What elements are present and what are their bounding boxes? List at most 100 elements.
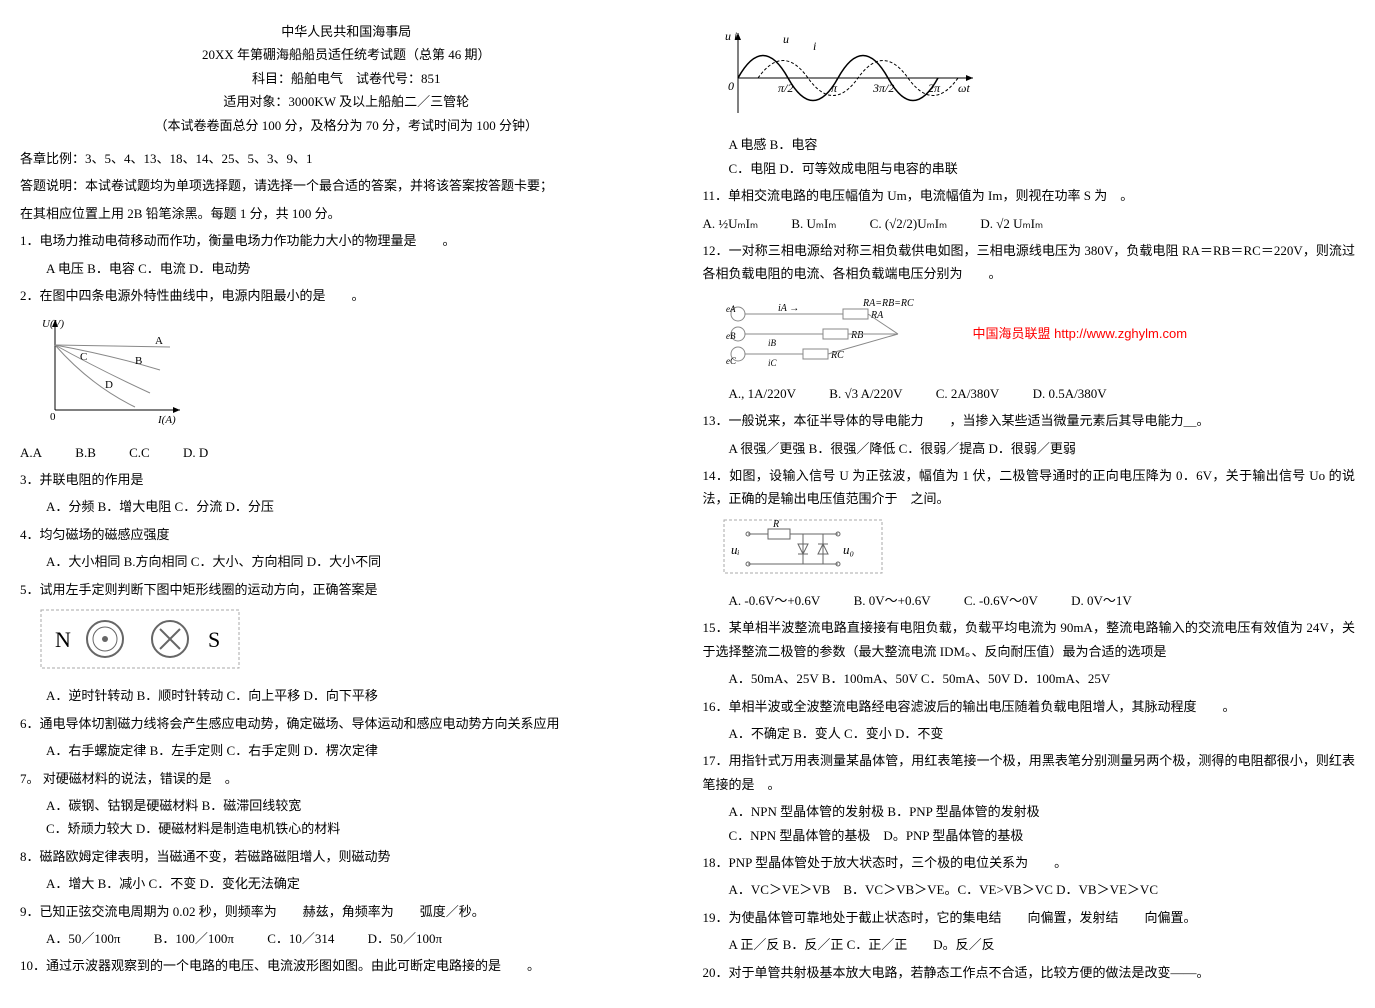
- left-column: 中华人民共和国海事局 20XX 年第硼海船船员适任统考试题（总第 46 期） 科…: [20, 20, 673, 988]
- q3-opts: A．分频 B．增大电阻 C．分流 D．分压: [20, 495, 673, 518]
- q2-opt-d: D. D: [183, 445, 208, 460]
- q17-opts-a: A．NPN 型晶体管的发射极 B．PNP 型晶体管的发射极: [703, 800, 1356, 823]
- q12-graph: eA eB eC iA → iB iC RA RB RC RA=RB=RC: [723, 294, 1356, 374]
- q9-opt-b: B．100／100π: [154, 931, 234, 946]
- svg-text:π/2: π/2: [778, 81, 793, 95]
- q8-text: 8．磁路欧姆定律表明，当磁通不变，若磁路磁阻增人，则磁动势: [20, 845, 673, 868]
- svg-text:iA →: iA →: [778, 303, 799, 314]
- q7-text: 7。 对硬磁材料的说法，错误的是 。: [20, 767, 673, 790]
- q1-text: 1．电场力推动电荷移动而作功，衡量电场力作功能力大小的物理量是 。: [20, 229, 673, 252]
- svg-text:π: π: [831, 81, 838, 95]
- q6-text: 6．通电导体切割磁力线将会产生感应电动势，确定磁场、导体运动和感应电动势方向关系…: [20, 712, 673, 735]
- q9-opt-d: D．50／100π: [368, 931, 442, 946]
- q2-opt-a: A.A: [20, 445, 42, 460]
- q10-graph: u i u i 0 π/2 π 3π/2 2π ωt: [723, 28, 1356, 125]
- header-line-1: 中华人民共和国海事局: [20, 20, 673, 43]
- q10-opts-a: A 电感 B．电容: [703, 133, 1356, 156]
- q14-graph: uᵢ R u₀: [723, 519, 1356, 581]
- svg-text:S: S: [208, 627, 220, 652]
- q17-opts-b: C．NPN 型晶体管的基极 D。PNP 型晶体管的基极: [703, 824, 1356, 847]
- q9-opt-c: C．10／314: [267, 931, 334, 946]
- header-line-4: 适用对象：3000KW 及以上船舶二／三管轮: [20, 90, 673, 113]
- svg-text:eC: eC: [726, 356, 737, 366]
- q9-opts: A．50／100π B．100／100π C．10／314 D．50／100π: [20, 927, 673, 950]
- q5-text: 5．试用左手定则判断下图中矩形线圈的运动方向，正确答案是: [20, 578, 673, 601]
- q7-opts-b: C．矫顽力较大 D．硬磁材料是制造电机铁心的材料: [20, 817, 673, 840]
- q14-opt-b: B. 0V～+0.6V: [854, 593, 931, 608]
- q2-opt-b: B.B: [75, 445, 96, 460]
- svg-text:uᵢ: uᵢ: [731, 542, 740, 557]
- header-line-5: （本试卷卷面总分 100 分，及格分为 70 分，考试时间为 100 分钟）: [20, 114, 673, 137]
- q12-opt-a: A., 1A/220V: [729, 386, 797, 401]
- q14-text: 14．如图，设输入信号 U 为正弦波，幅值为 1 伏，二极管导通时的正向电压降为…: [703, 464, 1356, 511]
- q19-text: 19．为使晶体管可靠地处于截止状态时，它的集电结 向偏置，发射结 向偏置。: [703, 906, 1356, 929]
- svg-text:I(A): I(A): [157, 414, 176, 425]
- q11-opt-b: B. UₘIₘ: [791, 216, 836, 231]
- q1-opts: A 电压 B．电容 C．电流 D．电动势: [20, 257, 673, 280]
- q4-text: 4．均匀磁场的磁感应强度: [20, 523, 673, 546]
- svg-text:u i: u i: [725, 29, 737, 43]
- q7-opts-a: A．碳钢、钴钢是硬磁材料 B．磁滞回线较宽: [20, 794, 673, 817]
- q11-opt-a: A. ½UₘIₘ: [703, 216, 759, 231]
- q10-text: 10．通过示波器观察到的一个电路的电压、电流波形图如图。由此可断定电路接的是 。: [20, 954, 673, 977]
- q2-text: 2．在图中四条电源外特性曲线中，电源内阻最小的是 。: [20, 284, 673, 307]
- q5-opts: A．逆时针转动 B．顺时针转动 C．向上平移 D．向下平移: [20, 684, 673, 707]
- header-line-2: 20XX 年第硼海船船员适任统考试题（总第 46 期）: [20, 43, 673, 66]
- q3-text: 3．并联电阻的作用是: [20, 468, 673, 491]
- q13-opts: A 很强／更强 B．很强／降低 C．很弱／提高 D．很弱／更弱: [703, 437, 1356, 460]
- q15-text: 15．某单相半波整流电路直接接有电阻负载，负载平均电流为 90mA，整流电路输入…: [703, 616, 1356, 663]
- svg-text:C: C: [80, 351, 87, 363]
- q8-opts: A．增大 B．减小 C．不变 D．变化无法确定: [20, 872, 673, 895]
- svg-text:0: 0: [728, 79, 734, 93]
- svg-text:RB: RB: [850, 330, 863, 341]
- header-line-3: 科目：船舶电气 试卷代号：851: [20, 67, 673, 90]
- q6-opts: A．右手螺旋定律 B．左手定则 C．右手定则 D．楞次定律: [20, 739, 673, 762]
- q16-opts: A．不确定 B．变人 C．变小 D．不变: [703, 722, 1356, 745]
- svg-text:iB: iB: [768, 338, 777, 348]
- red-watermark-link: 中国海员联盟 http://www.zghylm.com: [973, 322, 1188, 345]
- q20-text: 20．对于单管共射极基本放大电路，若静态工作点不合适，比较方便的做法是改变——。: [703, 961, 1356, 984]
- svg-text:U(V): U(V): [42, 318, 64, 330]
- q12-opt-b: B. √3 A/220V: [829, 386, 902, 401]
- right-column: u i u i 0 π/2 π 3π/2 2π ωt A 电感 B．电容 C．电…: [703, 20, 1356, 988]
- svg-text:R: R: [772, 519, 779, 530]
- exam-header: 中华人民共和国海事局 20XX 年第硼海船船员适任统考试题（总第 46 期） 科…: [20, 20, 673, 137]
- chapter-ratio: 各章比例：3、5、4、13、18、14、25、5、3、9、1: [20, 147, 673, 170]
- q18-opts: A．VC＞VE＞VB B．VC＞VB＞VE。C．VE>VB＞VC D．VB＞VE…: [703, 878, 1356, 901]
- svg-text:RA=RB=RC: RA=RB=RC: [862, 298, 914, 309]
- q15-opts: A．50mA、25V B．100mA、50V C．50mA、50V D．100m…: [703, 667, 1356, 690]
- q14-opt-a: A. -0.6V～+0.6V: [729, 593, 821, 608]
- svg-text:A: A: [155, 335, 163, 347]
- q11-opt-c: C. (√2/2)UₘIₘ: [870, 216, 948, 231]
- q11-opts: A. ½UₘIₘ B. UₘIₘ C. (√2/2)UₘIₘ D. √2 UₘI…: [703, 212, 1356, 235]
- q4-opts: A．大小相同 B.方向相同 C．大小、方向相同 D．大小不同: [20, 550, 673, 573]
- q11-opt-d: D. √2 UₘIₘ: [980, 216, 1043, 231]
- svg-text:0: 0: [50, 411, 56, 423]
- svg-text:2π: 2π: [928, 81, 941, 95]
- q9-text: 9．已知正弦交流电周期为 0.02 秒，则频率为 赫兹，角频率为 弧度／秒。: [20, 900, 673, 923]
- answer-note-2: 在其相应位置上用 2B 铅笔涂黑。每题 1 分，共 100 分。: [20, 202, 673, 225]
- svg-text:N: N: [55, 627, 71, 652]
- q17-text: 17．用指针式万用表测量某晶体管，用红表笔接一个极，用黑表笔分别测量另两个极，测…: [703, 749, 1356, 796]
- svg-text:i: i: [813, 39, 816, 53]
- svg-text:D: D: [105, 379, 113, 391]
- q14-opt-d: D. 0V～1V: [1071, 593, 1132, 608]
- answer-note-1: 答题说明：本试卷试题均为单项选择题，请选择一个最合适的答案，并将该答案按答题卡要…: [20, 174, 673, 197]
- svg-text:eB: eB: [726, 331, 736, 341]
- q11-text: 11．单相交流电路的电压幅值为 Um，电流幅值为 Im，则视在功率 S 为 。: [703, 184, 1356, 207]
- svg-text:u₀: u₀: [843, 542, 854, 557]
- q5-graph: N S: [40, 609, 673, 676]
- svg-text:u: u: [783, 32, 789, 46]
- svg-text:B: B: [135, 355, 142, 367]
- svg-text:ωt: ωt: [958, 81, 970, 95]
- q12-text: 12．一对称三相电源给对称三相负载供电如图，三相电源线电压为 380V，负载电阻…: [703, 239, 1356, 286]
- svg-text:RA: RA: [870, 310, 884, 321]
- q18-text: 18．PNP 型晶体管处于放大状态时，三个极的电位关系为 。: [703, 851, 1356, 874]
- q12-opt-c: C. 2A/380V: [936, 386, 1000, 401]
- q2-opt-c: C.C: [129, 445, 150, 460]
- q13-text: 13．一般说来，本征半导体的导电能力 ，当掺入某些适当微量元素后其导电能力＿。: [703, 409, 1356, 432]
- svg-text:3π/2: 3π/2: [872, 81, 894, 95]
- q12-opt-d: D. 0.5A/380V: [1033, 386, 1107, 401]
- svg-text:iC: iC: [768, 358, 778, 368]
- svg-text:eA: eA: [726, 304, 736, 314]
